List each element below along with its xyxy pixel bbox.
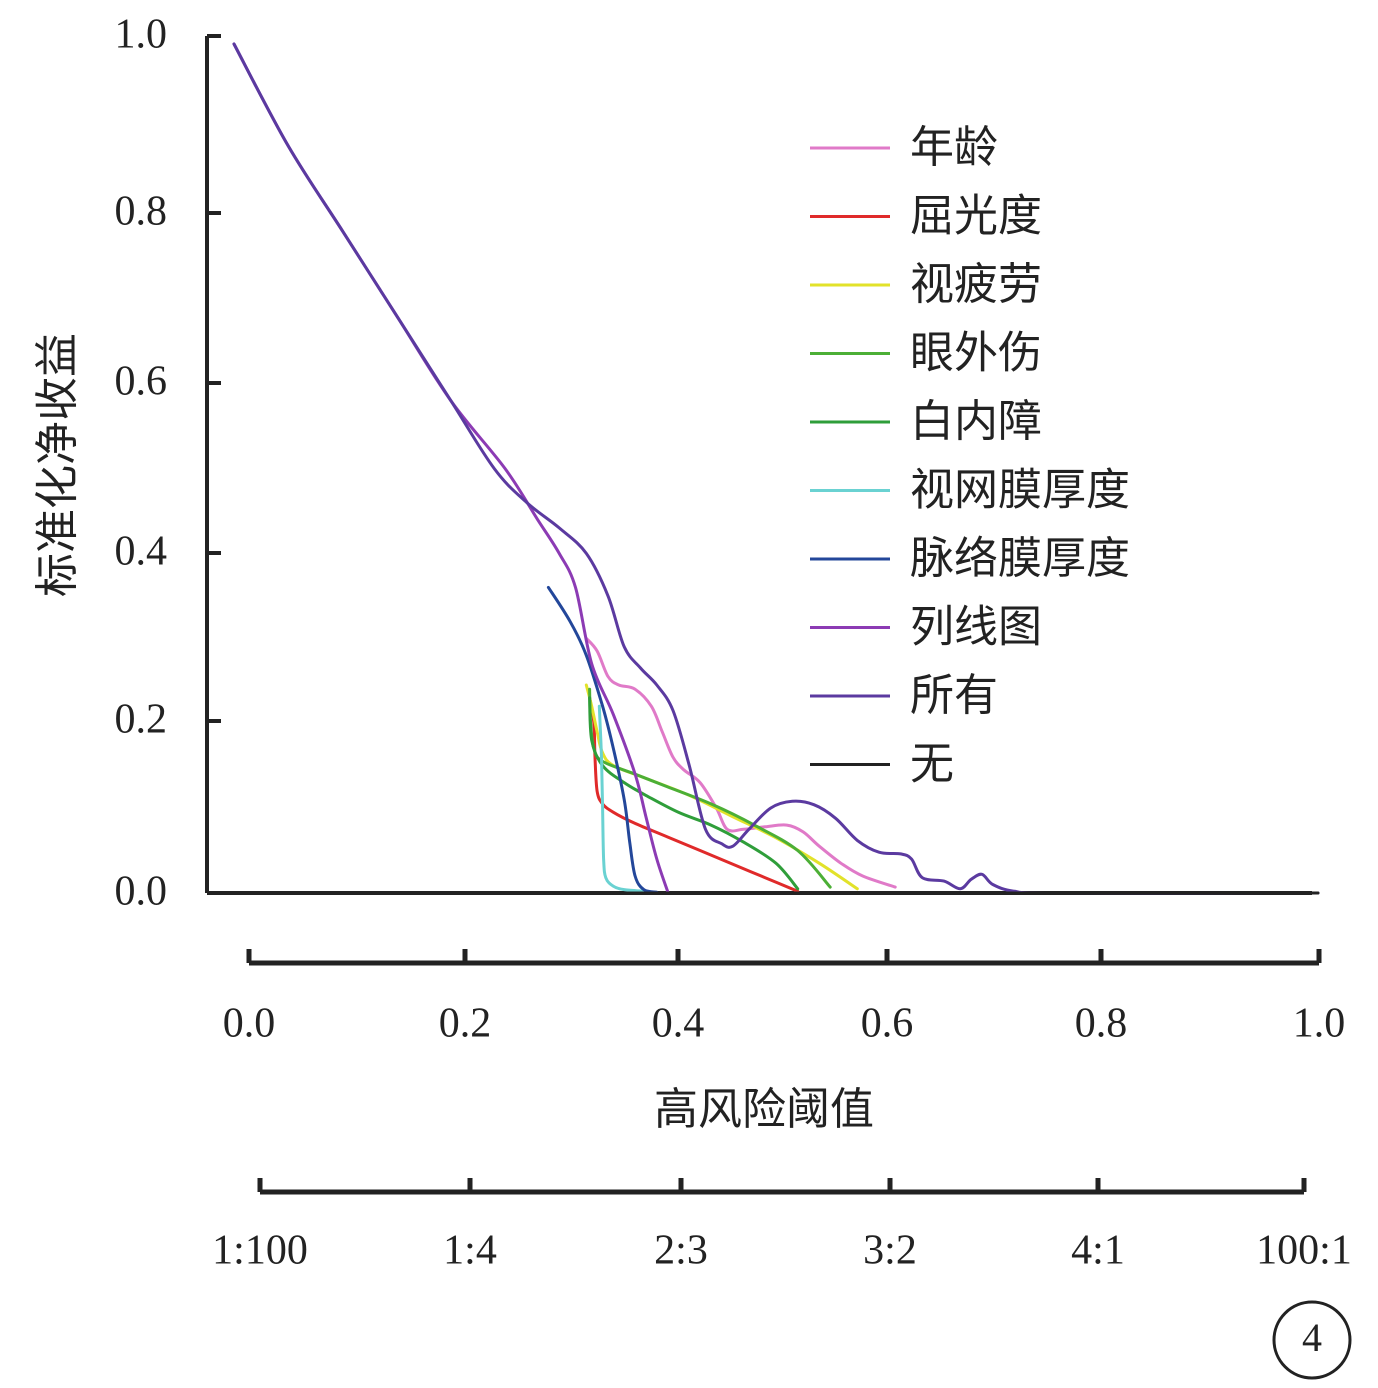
legend-item: 眼外伤	[810, 328, 1042, 379]
cost-benefit-tick-label: 4:1	[1071, 1228, 1125, 1274]
legend-label: 脉络膜厚度	[910, 533, 1130, 584]
legend-label: 视疲劳	[910, 259, 1042, 310]
legend-label: 眼外伤	[910, 328, 1042, 379]
series-group	[232, 42, 1320, 895]
x-tick-label: 0.4	[652, 1001, 705, 1047]
x-axis-title: 高风险阈值	[654, 1084, 874, 1135]
cost-benefit-tick-label: 3:2	[863, 1228, 917, 1274]
cost-benefit-tick-label: 1:4	[443, 1228, 497, 1274]
y-tick-label: 0.2	[115, 697, 168, 743]
cost-benefit-tick-label: 1:100	[212, 1228, 308, 1274]
legend-item: 白内障	[810, 396, 1042, 447]
x-tick-label: 1.0	[1293, 1001, 1346, 1047]
legend-item: 视疲劳	[810, 259, 1042, 310]
series-line-6	[546, 585, 659, 894]
legend-item: 视网膜厚度	[810, 465, 1130, 516]
legend-item: 所有	[810, 670, 998, 721]
y-tick-label: 0.0	[115, 869, 168, 915]
y-tick-label: 0.8	[115, 189, 168, 235]
legend-item: 屈光度	[810, 191, 1042, 242]
series-line-3	[588, 687, 832, 889]
badge-number: 4	[1302, 1315, 1322, 1360]
legend-label: 列线图	[910, 602, 1042, 653]
legend-item: 脉络膜厚度	[810, 533, 1130, 584]
x-tick-label: 0.6	[861, 1001, 914, 1047]
cost-benefit-tick-label: 100:1	[1256, 1228, 1352, 1274]
legend-label: 所有	[910, 670, 998, 721]
legend-item: 列线图	[810, 602, 1042, 653]
legend-label: 无	[910, 739, 954, 790]
x-tick-label: 0.2	[439, 1001, 492, 1047]
y-tick-label: 1.0	[115, 12, 168, 58]
legend-label: 视网膜厚度	[910, 465, 1130, 516]
legend-item: 年龄	[810, 122, 998, 173]
series-line-0	[584, 636, 897, 889]
y-tick-label: 0.6	[115, 359, 168, 405]
y-axis-title: 标准化净收益	[32, 333, 83, 597]
axes-group: 0.0 0.2 0.4 0.6 0.8 1.0 0.0 0.2 0.4 0.6 0.8 1.0 1:10…	[115, 12, 1352, 1274]
legend-label: 年龄	[910, 122, 998, 173]
cost-benefit-tick-label: 2:3	[654, 1228, 708, 1274]
legend-item: 无	[810, 739, 954, 790]
x-tick-label: 0.0	[223, 1001, 276, 1047]
series-line-1	[588, 696, 800, 893]
figure-badge: 4	[1272, 1300, 1352, 1380]
series-line-4	[588, 696, 800, 891]
y-tick-label: 0.4	[115, 529, 168, 575]
series-line-8	[232, 42, 1320, 895]
series-line-5	[597, 704, 648, 893]
x-tick-label: 0.8	[1075, 1001, 1128, 1047]
legend-label: 屈光度	[910, 191, 1042, 242]
legend-label: 白内障	[910, 396, 1042, 447]
badge-circle	[1272, 1300, 1352, 1380]
